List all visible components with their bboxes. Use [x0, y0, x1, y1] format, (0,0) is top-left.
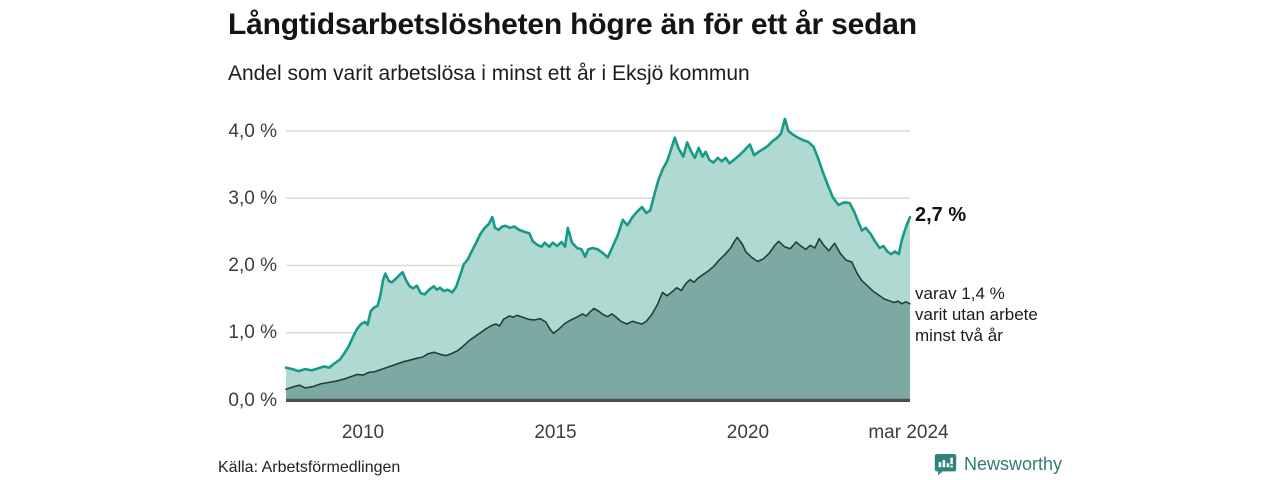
series-line-secondary — [285, 236, 911, 390]
x-axis-baseline — [286, 398, 910, 402]
series-line-total — [284, 117, 912, 373]
x-tick-label: mar 2024 — [868, 422, 949, 443]
y-tick-label: 0,0 % — [228, 389, 277, 411]
x-tick-label: 2010 — [341, 422, 385, 443]
end-label-secondary-value: varav 1,4 % varit utan arbete minst två … — [915, 283, 1038, 346]
brand-logo: Newsworthy — [934, 453, 1062, 476]
secondary-label-line3: minst två år — [915, 326, 1003, 345]
end-label-total-value: 2,7 % — [915, 204, 967, 226]
secondary-label-line2: varit utan arbete — [915, 305, 1038, 324]
series-area-secondary — [286, 237, 910, 400]
x-tick-label: 2020 — [726, 422, 770, 443]
y-tick-label: 3,0 % — [228, 187, 277, 209]
y-tick-label: 2,0 % — [228, 255, 277, 276]
source-note: Källa: Arbetsförmedlingen — [218, 459, 401, 476]
secondary-label-line1: varav 1,4 % — [915, 284, 1005, 303]
y-tick-label: 4,0 % — [228, 120, 277, 142]
x-tick-label: 2015 — [534, 422, 577, 443]
brand-name: Newsworthy — [964, 454, 1063, 474]
chart-subtitle: Andel som varit arbetslösa i minst ett å… — [228, 62, 750, 85]
y-tick-label: 1,0 % — [228, 322, 277, 344]
bar-chart-bubble-icon — [934, 454, 957, 476]
page-title: Långtidsarbetslösheten högre än för ett … — [228, 8, 917, 41]
